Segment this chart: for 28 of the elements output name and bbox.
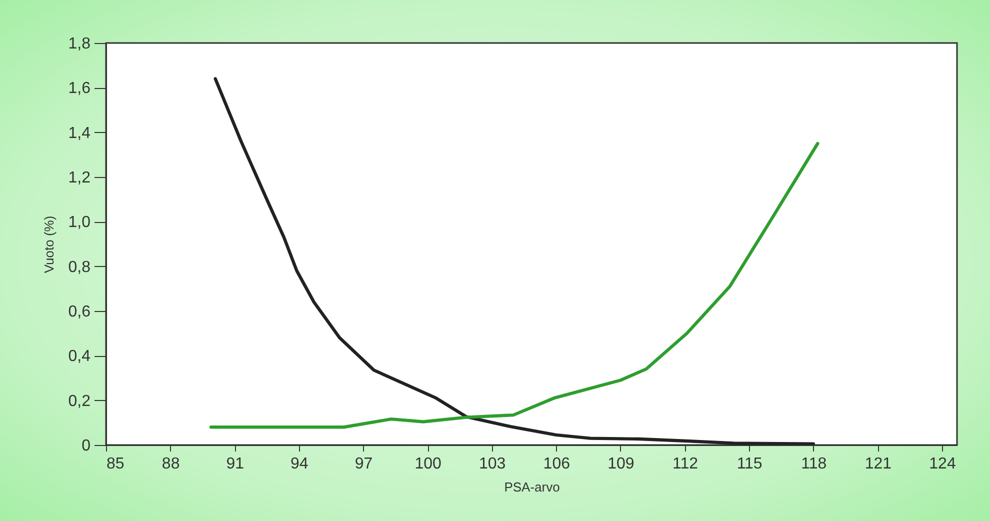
y-tick-label: 0 (82, 438, 91, 454)
y-tick-label: 1,4 (68, 124, 91, 142)
x-tick-label: 112 (672, 456, 698, 472)
x-tick-label: 100 (414, 456, 442, 472)
x-tick-label: 109 (608, 456, 634, 472)
x-tick-label: 97 (354, 456, 373, 472)
x-tick-label: 88 (162, 456, 180, 472)
line-series (209, 142, 820, 429)
y-tick-label: 1,0 (68, 214, 91, 232)
x-tick-label: 115 (736, 456, 762, 472)
x-tick-label: 124 (929, 456, 956, 472)
y-tick-label: 0,6 (68, 304, 91, 320)
x-tick-label: 121 (864, 456, 892, 472)
x-tick-label: 85 (106, 456, 124, 472)
line-series (214, 77, 815, 445)
y-tick-label: 0,2 (68, 392, 91, 410)
y-tick-label: 0,8 (68, 258, 91, 276)
y-tick-label: 1,8 (68, 36, 91, 52)
x-tick-label: 106 (543, 456, 570, 472)
y-tick-label: 1,6 (68, 80, 91, 98)
y-tick-label: 0,4 (68, 348, 91, 366)
y-tick-label: 1,2 (68, 170, 91, 186)
x-tick-label: 118 (801, 456, 827, 472)
x-tick-label: 103 (478, 456, 506, 472)
y-axis-title: Vuoto (%) (41, 216, 56, 274)
x-tick-label: 91 (226, 456, 244, 472)
x-tick-label: 94 (290, 456, 308, 472)
x-axis-title: PSA-arvo (504, 480, 560, 494)
